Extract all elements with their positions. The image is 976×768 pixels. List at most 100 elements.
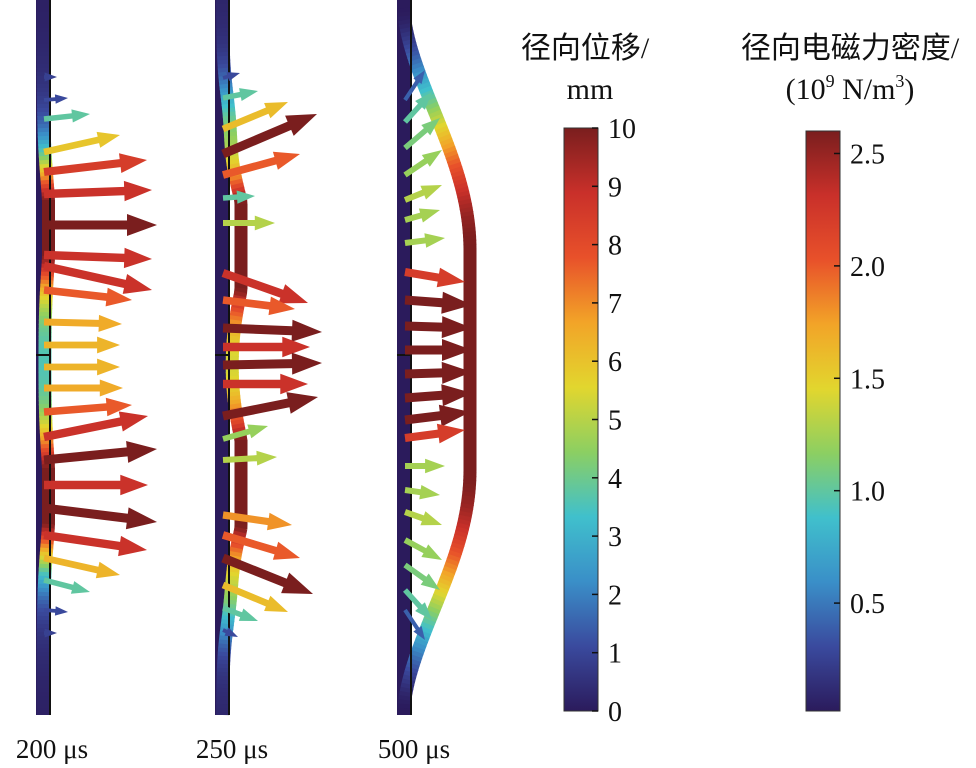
colorbar-tick-label: 1.5 xyxy=(850,364,885,395)
force-arrow xyxy=(221,269,308,304)
force-arrow xyxy=(222,511,292,531)
force-arrow xyxy=(403,92,432,124)
force-arrow xyxy=(43,577,90,594)
force-arrow xyxy=(43,530,147,557)
force-arrows xyxy=(403,70,472,640)
colorbar-tick-label: 2 xyxy=(608,580,622,611)
force-arrow xyxy=(403,588,432,620)
force-arrow xyxy=(222,151,300,179)
force-arrow xyxy=(404,361,472,384)
deformed-tube xyxy=(397,0,477,715)
force-arrow xyxy=(404,267,465,288)
force-arrow xyxy=(44,214,157,236)
colorbar-tick-label: 2.0 xyxy=(850,252,885,283)
force-arrows xyxy=(43,72,157,638)
force-arrow xyxy=(222,627,238,637)
force-arrow xyxy=(403,185,442,203)
force-arrow xyxy=(43,606,68,616)
colorbar-tick-label: 3 xyxy=(608,522,622,553)
time-label-200: 200 μs xyxy=(16,734,88,764)
force-arrow xyxy=(222,605,258,621)
colorbar-gradient xyxy=(805,130,841,712)
force-arrow xyxy=(43,503,157,530)
panel-1 xyxy=(36,0,157,716)
force-arrow xyxy=(222,424,268,442)
force-arrow xyxy=(44,72,57,82)
force-arrow xyxy=(404,316,472,339)
colorbar-tick-label: 4 xyxy=(608,464,622,495)
force-arrow xyxy=(221,553,313,594)
force-arrow xyxy=(43,180,152,202)
colorbar-tick-label: 2.5 xyxy=(850,139,885,170)
force-arrows xyxy=(221,72,322,637)
force-arrow xyxy=(43,261,152,294)
colorbar-tick-label: 1 xyxy=(608,639,622,670)
force-arrow xyxy=(404,404,470,427)
force-arrow xyxy=(221,114,317,159)
force-arrow xyxy=(221,531,300,560)
force-arrow xyxy=(43,397,133,417)
force-arrow xyxy=(222,72,240,82)
force-arrow xyxy=(222,190,255,204)
colorbar-tick-label: 0 xyxy=(608,697,622,728)
force-arrow xyxy=(222,296,295,316)
force-arrow xyxy=(222,88,258,101)
force-arrow xyxy=(404,509,442,526)
colorbar-tick-label: 8 xyxy=(608,231,622,262)
force-arrow xyxy=(403,150,442,178)
force-arrow xyxy=(44,336,120,354)
colorbar-force-unit: (109 N/m3) xyxy=(786,71,915,106)
force-arrow xyxy=(43,554,120,579)
force-arrow xyxy=(43,153,147,176)
force-arrow xyxy=(43,131,120,156)
colorbar-displacement: 0 1 2 3 4 5 6 7 8 9 10 xyxy=(563,114,636,728)
force-arrow xyxy=(404,384,472,407)
force-arrow xyxy=(222,352,322,375)
colorbar-force-title: 径向电磁力密度/ xyxy=(741,32,960,65)
force-arrow xyxy=(221,581,288,612)
force-arrow xyxy=(223,215,275,231)
force-arrow xyxy=(43,247,152,269)
force-arrow xyxy=(405,339,472,361)
force-arrow xyxy=(403,608,425,640)
force-arrow xyxy=(44,628,57,638)
force-arrow xyxy=(404,423,465,444)
time-label-500: 500 μs xyxy=(378,734,450,764)
colorbar-tick-label: 10 xyxy=(608,114,636,145)
force-arrow xyxy=(223,336,310,358)
force-arrow xyxy=(43,109,90,123)
force-arrow xyxy=(404,291,472,314)
force-arrow xyxy=(403,118,440,151)
force-arrow xyxy=(44,358,120,376)
colorbar-displacement-unit: mm xyxy=(567,73,614,106)
force-arrow xyxy=(404,208,440,223)
colorbar-force: 0.5 1.0 1.5 2.0 2.5 xyxy=(805,130,885,712)
panel-3 xyxy=(397,0,477,715)
force-arrow xyxy=(43,286,132,307)
force-arrow xyxy=(404,233,445,248)
colorbar-tick-label: 6 xyxy=(608,347,622,378)
force-arrow xyxy=(43,94,68,104)
force-arrow xyxy=(223,373,308,395)
colorbar-tick-label: 5 xyxy=(608,406,622,437)
force-arrow xyxy=(221,102,288,133)
colorbar-tick-label: 7 xyxy=(608,289,622,320)
colorbar-displacement-title: 径向位移/ xyxy=(521,32,650,65)
force-arrow xyxy=(222,319,322,342)
force-arrow xyxy=(43,411,149,442)
force-arrow xyxy=(222,392,318,421)
force-arrow xyxy=(405,458,445,474)
force-arrow xyxy=(43,441,157,465)
deformation-panels xyxy=(36,0,477,716)
coil-bar xyxy=(397,0,412,715)
force-arrow xyxy=(403,562,440,590)
force-arrow xyxy=(403,70,425,102)
time-label-250: 250 μs xyxy=(196,734,268,764)
colorbar-tick-label: 9 xyxy=(608,172,622,203)
deformed-tube xyxy=(36,0,55,716)
force-arrow xyxy=(404,485,440,500)
force-arrow xyxy=(43,314,122,332)
force-arrow xyxy=(222,450,277,466)
colorbar-tick-label: 0.5 xyxy=(850,589,885,620)
